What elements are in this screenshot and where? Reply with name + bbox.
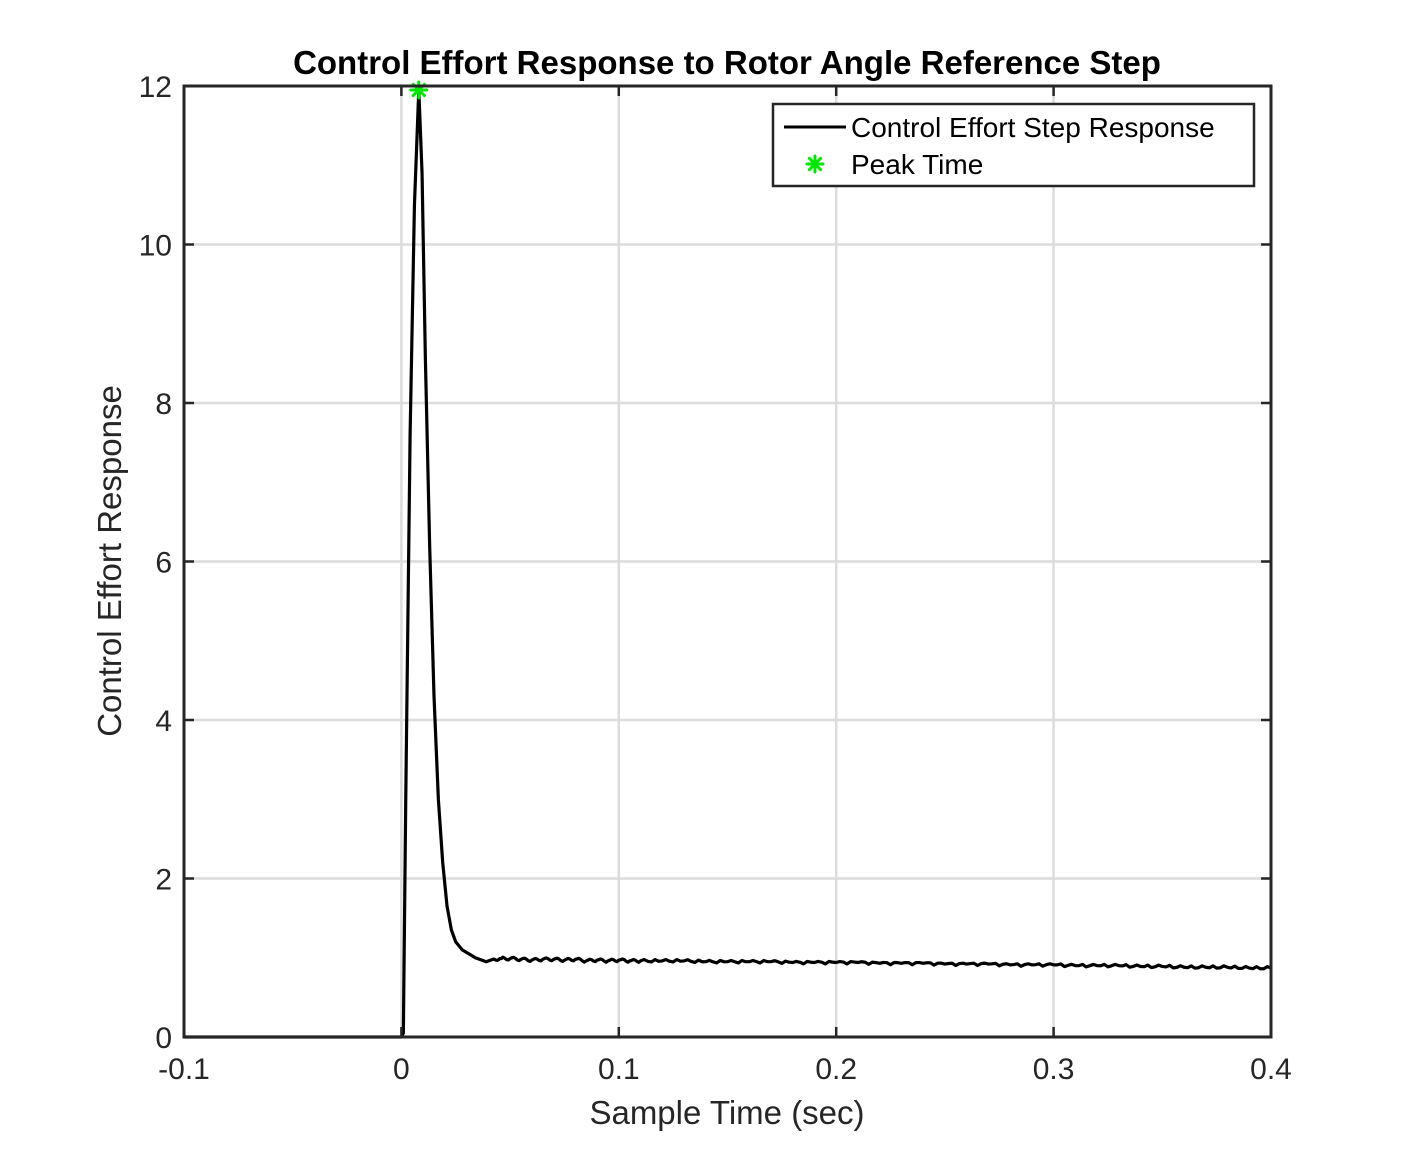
y-tick-label: 10	[139, 230, 172, 263]
y-tick-label: 4	[155, 705, 172, 738]
y-tick-label: 2	[155, 864, 172, 897]
y-axis-label: Control Effort Response	[91, 385, 128, 737]
legend-asterisk-icon	[805, 154, 825, 174]
legend-entry-step-response: Control Effort Step Response	[851, 112, 1215, 143]
x-tick-label: 0.2	[815, 1053, 857, 1086]
legend-marker-asterisk	[805, 154, 825, 174]
grid	[184, 86, 1271, 1037]
y-tick-label: 0	[155, 1022, 172, 1055]
legend-entry-peak-time: Peak Time	[851, 149, 983, 180]
y-tick-label: 6	[155, 547, 172, 580]
x-tick-label: -0.1	[158, 1053, 210, 1086]
y-tick-label: 8	[155, 388, 172, 421]
legend: Control Effort Step Response Peak Time	[771, 102, 1256, 188]
x-tick-label: 0.1	[598, 1053, 640, 1086]
x-tick-label: 0.3	[1033, 1053, 1075, 1086]
x-tick-label: 0	[393, 1053, 410, 1086]
peak-time-marker	[409, 80, 429, 100]
legend-box	[771, 102, 1256, 188]
x-tick-label: 0.4	[1250, 1053, 1292, 1086]
x-axis-label: Sample Time (sec)	[589, 1094, 864, 1131]
y-tick-label: 12	[139, 71, 172, 104]
series-line-control-effort	[184, 88, 1272, 1039]
chart-title: Control Effort Response to Rotor Angle R…	[293, 44, 1161, 81]
